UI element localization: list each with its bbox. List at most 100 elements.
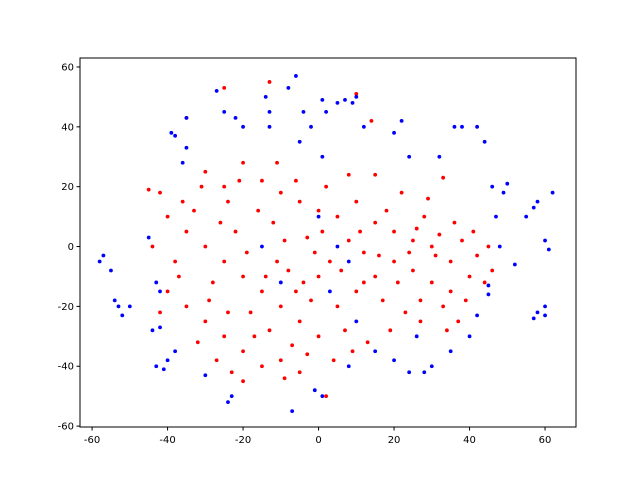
point — [373, 274, 378, 279]
point — [361, 280, 366, 285]
y-tick-label: -60 — [58, 422, 74, 433]
y-tick-label: -20 — [58, 302, 74, 313]
point — [358, 229, 362, 234]
point — [158, 310, 162, 315]
point — [297, 370, 302, 375]
point — [312, 388, 317, 393]
point — [441, 304, 446, 309]
point — [176, 274, 181, 279]
point — [203, 373, 208, 378]
point — [475, 313, 480, 318]
point — [490, 268, 495, 273]
point — [275, 259, 279, 264]
point — [429, 280, 434, 285]
point — [150, 244, 155, 249]
point — [361, 124, 366, 129]
point — [426, 196, 430, 201]
point — [350, 349, 355, 354]
point — [316, 334, 321, 339]
point — [267, 328, 272, 333]
point — [320, 394, 325, 399]
x-tick-label: -40 — [159, 435, 175, 446]
point — [222, 184, 227, 189]
point — [233, 229, 238, 234]
point — [97, 259, 102, 264]
point — [222, 334, 227, 339]
y-tick-label: 40 — [61, 122, 74, 133]
point — [120, 313, 125, 318]
point — [301, 280, 306, 285]
point — [482, 280, 487, 285]
point — [184, 145, 189, 150]
point — [316, 208, 321, 213]
y-tick-label: 60 — [61, 62, 74, 73]
point — [173, 259, 178, 264]
point — [388, 328, 393, 333]
point — [354, 95, 359, 99]
point — [309, 124, 313, 129]
point — [324, 394, 329, 399]
point — [535, 199, 540, 204]
point — [203, 169, 208, 174]
point — [429, 364, 434, 369]
point — [278, 304, 283, 309]
point — [286, 268, 291, 273]
point — [222, 109, 227, 114]
point — [448, 259, 453, 264]
point — [346, 172, 351, 177]
point — [305, 352, 310, 357]
point — [380, 298, 385, 303]
point — [263, 274, 268, 279]
point — [260, 289, 264, 294]
point — [448, 349, 453, 354]
point — [490, 184, 495, 189]
point — [494, 214, 498, 219]
point — [448, 289, 453, 294]
point — [226, 199, 230, 204]
point — [418, 298, 423, 303]
y-tick-label: -40 — [58, 362, 74, 373]
point — [414, 334, 419, 339]
point — [229, 370, 234, 375]
point — [445, 328, 449, 333]
point — [346, 259, 351, 264]
point — [180, 160, 185, 165]
point — [203, 319, 208, 324]
point — [327, 259, 332, 264]
point — [452, 124, 457, 129]
point — [222, 86, 227, 90]
point — [278, 190, 283, 195]
point — [241, 349, 245, 354]
point — [203, 244, 208, 249]
point — [441, 175, 446, 180]
point — [294, 178, 298, 183]
point — [399, 118, 404, 123]
point — [195, 340, 200, 345]
point — [327, 289, 332, 294]
point — [471, 229, 476, 234]
point — [369, 118, 374, 123]
point — [377, 253, 381, 258]
point — [411, 238, 415, 243]
point — [335, 244, 340, 249]
point — [361, 250, 366, 255]
axes-frame — [79, 57, 577, 428]
point — [286, 86, 291, 90]
point — [452, 220, 457, 225]
point — [392, 358, 396, 363]
point — [346, 364, 351, 369]
point — [116, 304, 121, 309]
point — [433, 253, 438, 258]
point — [475, 124, 480, 129]
point — [339, 268, 344, 273]
point — [324, 184, 329, 189]
point — [297, 199, 302, 204]
point — [146, 187, 151, 192]
point — [127, 304, 132, 309]
point — [226, 310, 230, 315]
point — [550, 190, 555, 195]
point — [278, 280, 283, 285]
point — [158, 289, 162, 294]
